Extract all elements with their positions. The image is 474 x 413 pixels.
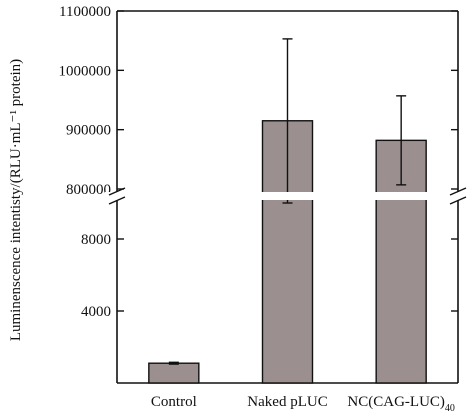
y-tick-label: 1000000 — [59, 63, 112, 79]
axis-break-mark-right — [449, 196, 467, 205]
y-tick-label: 1100000 — [59, 4, 111, 20]
y-tick-label: 900000 — [66, 123, 111, 139]
plot-area: 800000 900000 1000000 1100000 4000 8000 Contro… — [59, 4, 470, 413]
y-tick-label: 8000 — [81, 232, 111, 248]
axis-break-mark-right — [449, 187, 467, 196]
axis-break-mark-left — [108, 196, 126, 205]
y-axis-title: Luminenscence intentisty/(RLU·mL⁻¹ prote… — [8, 59, 24, 341]
y-tick-label: 800000 — [66, 182, 111, 198]
axis-break-mark-left — [108, 187, 126, 196]
bar — [148, 362, 200, 384]
x-tick-label: NC(CAG-LUC)40 — [347, 394, 455, 413]
x-tick-label: Control — [151, 394, 197, 410]
y-tick-label: 4000 — [81, 304, 111, 320]
x-tick-label: Naked pLUC — [247, 394, 327, 410]
axis-break-gap — [105, 192, 470, 200]
